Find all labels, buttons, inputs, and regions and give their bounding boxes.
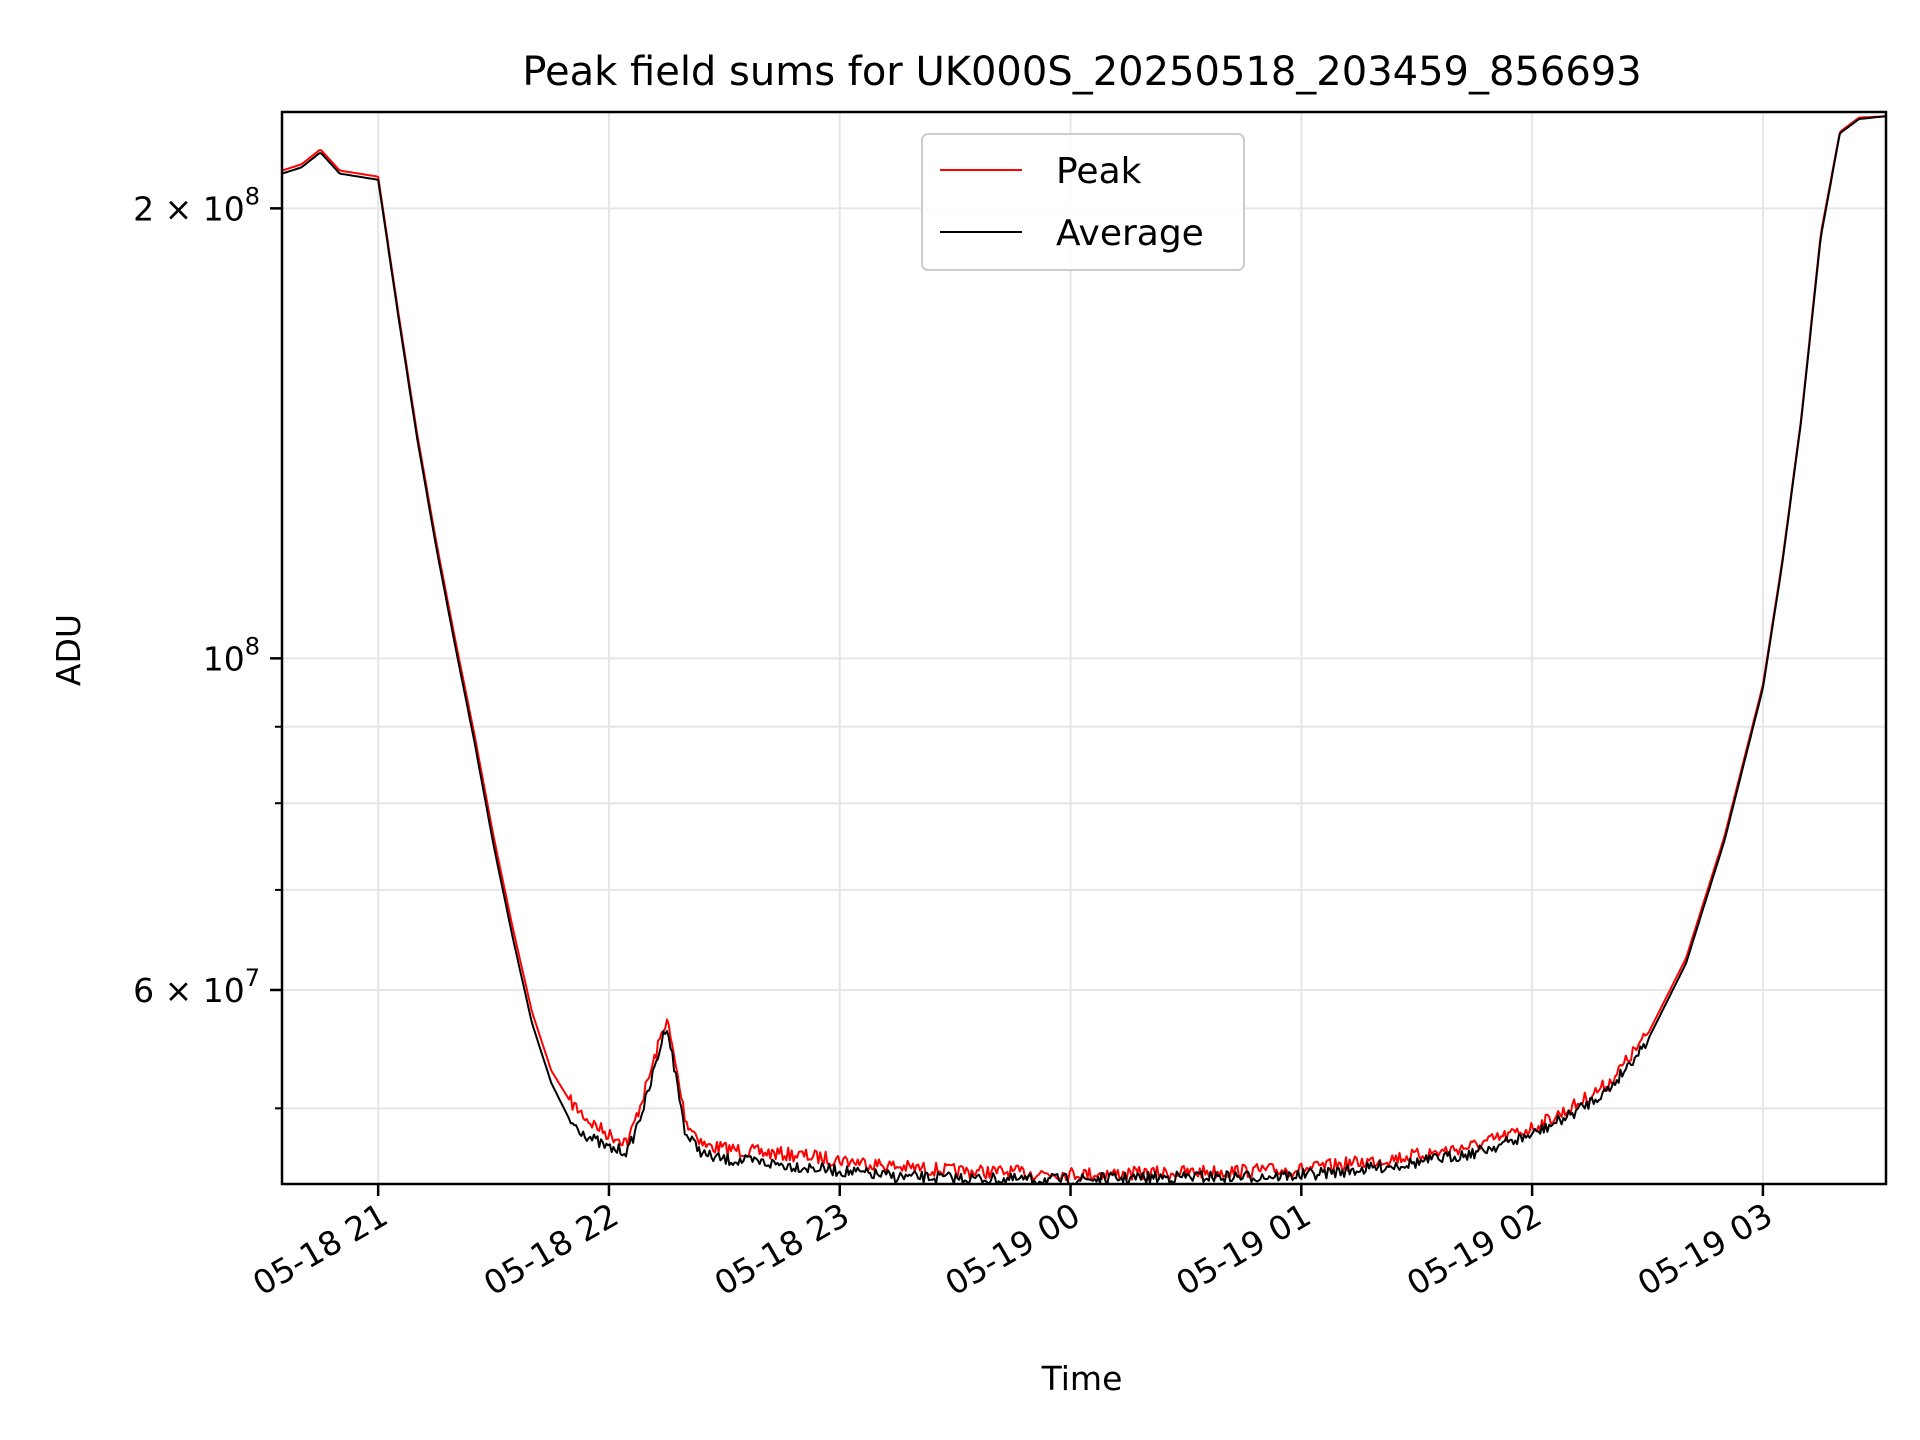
y-tick-exponent: 8 [245,632,260,660]
legend-label-average: Average [1056,213,1204,254]
y-tick-label: 6 × 107 [133,964,260,1010]
series-line-average [282,115,1886,1184]
legend-box [921,133,1245,271]
y-tick-exponent: 8 [245,182,260,210]
legend-label-peak: Peak [1056,151,1142,192]
plot-frame [280,110,1888,1186]
grid-layer [282,112,1886,1184]
y-tick-base: 10 [203,639,245,678]
y-tick-label: 2 × 108 [133,182,260,228]
legend: Peak Average [921,133,1245,271]
y-axis-label: ADU [49,614,88,686]
y-tick-mantissa: 6 [133,971,154,1010]
y-tick-base: 10 [203,189,245,228]
y-tick-exponent: 7 [245,964,260,992]
y-tick-base: 10 [203,971,245,1010]
chart-title: Peak field sums for UK000S_20250518_2034… [522,49,1641,95]
plot-area [282,115,1886,1184]
series-line-peak [282,115,1886,1182]
times-sign: × [154,189,203,228]
y-tick-label: 108 [203,632,260,678]
times-sign: × [154,971,203,1010]
y-tick-mantissa: 2 [133,189,154,228]
x-axis-label: Time [1041,1359,1123,1398]
